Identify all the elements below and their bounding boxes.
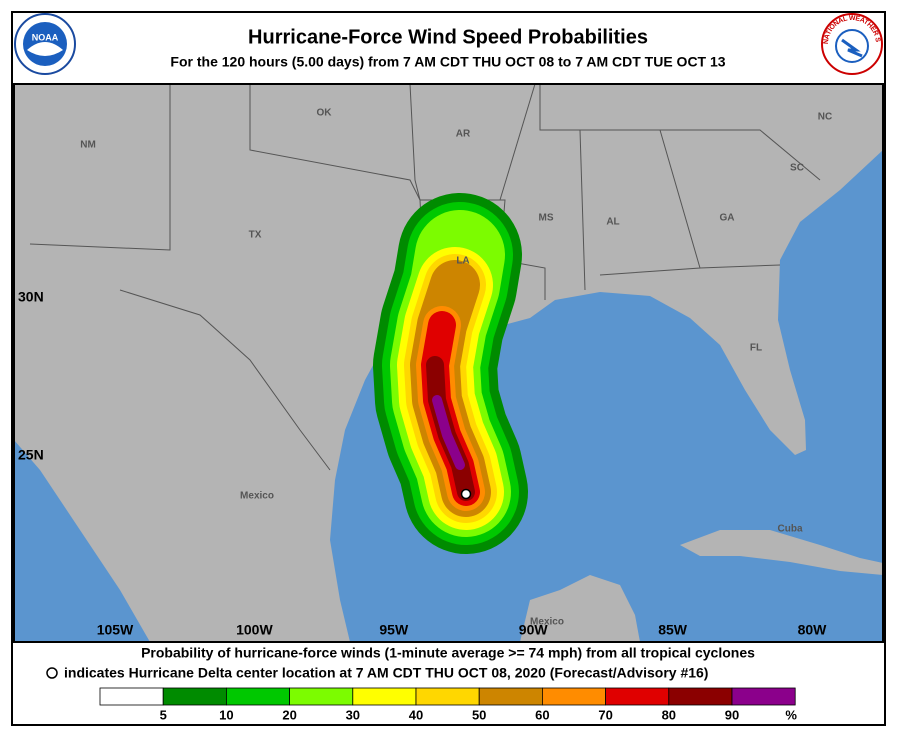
place-label: AL xyxy=(606,217,619,228)
title: Hurricane-Force Wind Speed Probabilities xyxy=(248,26,648,48)
place-label: Cuba xyxy=(778,524,803,535)
legend-swatch xyxy=(731,687,796,706)
lon-label: 95W xyxy=(379,622,409,638)
legend-label: 50 xyxy=(472,707,486,722)
footer-line1: Probability of hurricane-force winds (1-… xyxy=(141,645,755,661)
legend-swatch xyxy=(225,687,290,706)
legend-unit: % xyxy=(785,707,797,722)
footer-line2: indicates Hurricane Delta center locatio… xyxy=(64,665,708,681)
lon-label: 100W xyxy=(236,622,273,638)
place-label: LA xyxy=(456,256,469,267)
place-label: GA xyxy=(720,213,735,224)
legend-swatch xyxy=(478,687,543,706)
legend-label: 90 xyxy=(725,707,739,722)
legend-label: 60 xyxy=(535,707,549,722)
legend-swatch xyxy=(99,687,164,706)
legend-swatch xyxy=(289,687,354,706)
map-border xyxy=(13,83,884,643)
place-label: Mexico xyxy=(240,491,274,502)
cuba xyxy=(680,530,883,575)
place-label: NC xyxy=(818,112,832,123)
place-label: NM xyxy=(80,140,96,151)
legend-swatch xyxy=(605,687,670,706)
map-labels: NM OK AR NC SC MS AL GA TX LA FL Mexico Cuba Mexico 30… xyxy=(18,108,832,638)
contour xyxy=(432,395,465,470)
place-label: TX xyxy=(249,230,262,241)
place-label: OK xyxy=(317,108,333,119)
center-symbol xyxy=(46,667,58,679)
legend-swatch xyxy=(415,687,480,706)
lon-label: 80W xyxy=(798,622,828,638)
legend-label: 30 xyxy=(346,707,360,722)
legend-label: 80 xyxy=(662,707,676,722)
place-label: AR xyxy=(456,129,471,140)
legend-label: 5 xyxy=(160,707,167,722)
place-label: FL xyxy=(750,343,762,354)
place-label: SC xyxy=(790,163,804,174)
legend: 5 10 20 30 40 50 60 70 80 90% xyxy=(99,687,797,722)
probability-contours xyxy=(373,193,528,554)
noaa-logo: NOAA xyxy=(14,13,76,75)
legend-swatch xyxy=(162,687,227,706)
pacific xyxy=(14,440,150,642)
legend-swatch xyxy=(352,687,417,706)
legend-label: 70 xyxy=(598,707,612,722)
place-label: Mexico xyxy=(530,617,564,628)
yucatan xyxy=(520,575,640,642)
subtitle: For the 120 hours (5.00 days) from 7 AM … xyxy=(170,54,725,70)
legend-swatch xyxy=(668,687,733,706)
lon-label: 105W xyxy=(97,622,134,638)
logo-text: NOAA xyxy=(32,32,59,42)
legend-label: 10 xyxy=(219,707,233,722)
lat-label: 25N xyxy=(18,447,44,463)
storm-center xyxy=(460,488,472,500)
legend-label: 20 xyxy=(282,707,296,722)
lon-label: 85W xyxy=(658,622,688,638)
legend-label: 40 xyxy=(409,707,423,722)
legend-swatch xyxy=(542,687,607,706)
place-label: MS xyxy=(539,213,554,224)
lon-label: 90W xyxy=(519,622,549,638)
lat-label: 30N xyxy=(18,289,44,305)
